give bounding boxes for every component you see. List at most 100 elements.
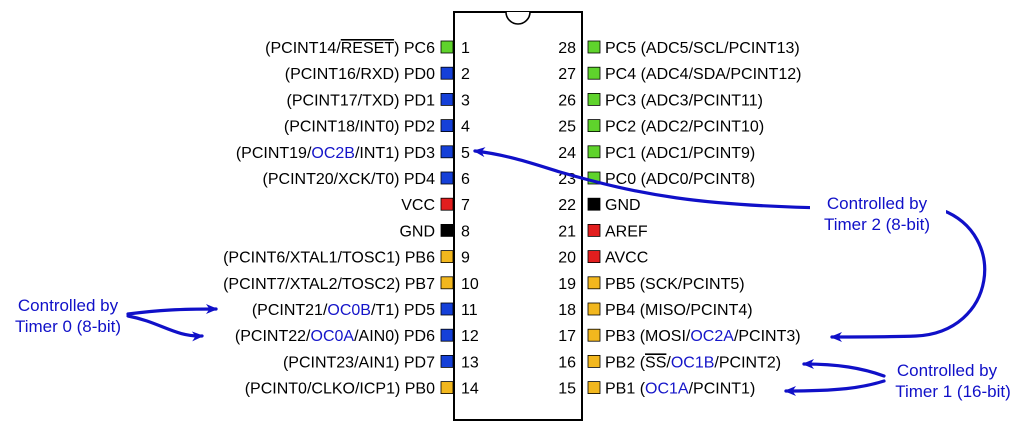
pin-2-pad [440,66,454,80]
pin-11-label: (PCINT21/OC0B/T1) PD5 [252,302,435,319]
pin-1-label: (PCINT14/RESET) PC6 [265,40,435,57]
pin-2-label-segment: (PCINT16/RXD) PD0 [285,66,435,83]
pin-16: 16 PB2 (SS/OC1B/PCINT2) [558,354,781,371]
pin-26: 26 PC3 (ADC3/PCINT11) [558,92,763,109]
pin-8-number: 8 [461,223,470,240]
left-pin-column: 1 (PCINT14/RESET) PC6 2 (PCINT16/RXD) PD0 3 (… [223,40,479,398]
pin-28: 28 PC5 (ADC5/SCL/PCINT13) [558,40,800,57]
pin-26-number: 26 [558,92,576,109]
pin-4-label: (PCINT18/INT0) PD2 [284,119,435,136]
pin-11-number: 11 [461,302,478,319]
pin-1-number: 1 [461,40,470,57]
timer2-label-line2: Timer 2 (8-bit) [824,215,930,234]
pin-8: 8 GND [399,223,470,240]
timer0-label-line1: Controlled by [18,296,119,315]
pin-15-pad [587,381,601,395]
pin-16-pad [587,354,601,368]
pin-20-pad [587,250,601,264]
arrow-timer0-oc0b [126,304,218,316]
pin-8-label: GND [399,223,435,240]
pin-4: 4 (PCINT18/INT0) PD2 [284,119,470,136]
timer1-label-line1: Controlled by [897,361,998,380]
pin-5-label-segment: /INT1) PD3 [355,145,435,162]
arrow-timer2-oc2b [473,147,834,210]
pin-8-label-segment: GND [399,223,435,240]
pin-9-number: 9 [461,250,470,267]
pin-19-pad [587,276,601,290]
pin-18-pad [587,302,601,316]
pin-27-pad [587,66,601,80]
pin-22-pad [587,197,601,211]
chip-body [453,11,583,421]
pin-23-label: PC0 (ADC0/PCINT8) [605,171,755,188]
pin-3-number: 3 [461,92,470,109]
pin-25-label-segment: PC2 (ADC2/PCINT10) [605,119,764,136]
pin-1-label-segment: (PCINT14/ [265,40,341,57]
pin-24: 24 PC1 (ADC1/PCINT9) [558,145,755,162]
pin-27-label: PC4 (ADC4/SDA/PCINT12) [605,66,802,83]
pin-7-label: VCC [401,197,435,214]
pin-1: 1 (PCINT14/RESET) PC6 [265,40,470,57]
pin-27-number: 27 [558,66,576,83]
pin-16-label-segment: PB2 ( [605,354,646,371]
pin-23-label-segment: PC0 (ADC0/PCINT8) [605,171,755,188]
pin-7: 7 VCC [401,197,470,214]
pin-20-label: AVCC [605,250,648,267]
pin-15-label: PB1 (OC1A/PCINT1) [605,381,755,398]
pin-22-label-segment: GND [605,197,641,214]
timer0-label-line2: Timer 0 (8-bit) [15,317,121,336]
pin-5-number: 5 [461,145,470,162]
pin-12-highlight-segment: OC0A [311,328,355,345]
pin-17-label-segment: /PCINT3) [734,328,801,345]
pin-19-label-segment: PB5 (SCK/PCINT5) [605,276,745,293]
pin-18-label: PB4 (MISO/PCINT4) [605,302,753,319]
timer2-label-background [810,193,946,237]
pin-9-pad [440,250,454,264]
pin-3: 3 (PCINT17/TXD) PD1 [287,92,470,109]
pin-8-pad [440,223,454,237]
pin-4-pad [440,119,454,132]
pin-24-label-segment: PC1 (ADC1/PCINT9) [605,145,755,162]
pin-9-label-segment: (PCINT6/XTAL1/TOSC1) PB6 [223,250,435,267]
pin-19: 19 PB5 (SCK/PCINT5) [558,276,744,293]
pin-7-number: 7 [461,197,470,214]
pin-12-label-segment: /AIN0) PD6 [354,328,435,345]
pin-6-pad [440,171,454,185]
chip-outline [453,11,583,421]
pin-3-pad [440,93,454,106]
pin-22: 22 GND [558,197,640,214]
pin-12-label: (PCINT22/OC0A/AIN0) PD6 [235,328,435,345]
pin-13-pad [440,354,454,368]
pin-18: 18 PB4 (MISO/PCINT4) [558,302,752,319]
timer2-label-line1: Controlled by [827,194,928,213]
arrow-timer0-oc0a [126,314,204,342]
pin-14-label-segment: (PCINT0/CLKO/ICP1) PB0 [245,381,435,398]
pin-18-number: 18 [558,302,576,319]
pin-16-label-segment: / [666,354,671,371]
pin-20: 20 AVCC [558,250,648,267]
pin-28-pad [587,40,601,54]
pin-3-label: (PCINT17/TXD) PD1 [287,92,436,109]
pin-12-label-segment: (PCINT22/ [235,328,311,345]
pin-14: 14 (PCINT0/CLKO/ICP1) PB0 [245,381,479,398]
pin-24-number: 24 [558,145,576,162]
pin-6: 6 (PCINT20/XCK/T0) PD4 [263,171,470,188]
pin-27-label-segment: PC4 (ADC4/SDA/PCINT12) [605,66,802,83]
pin-28-number: 28 [558,40,576,57]
pin-17-highlight-segment: OC2A [690,328,734,345]
pin-5-label: (PCINT19/OC2B/INT1) PD3 [236,145,435,162]
pin-5-pad [440,145,454,159]
pin-28-label-segment: PC5 (ADC5/SCL/PCINT13) [605,40,800,57]
pin-25: 25 PC2 (ADC2/PCINT10) [558,119,764,136]
pin-21-label-segment: AREF [605,223,648,240]
pin-5-label-segment: (PCINT19/ [236,145,312,162]
pin-13-number: 13 [461,354,479,371]
pin-22-number: 22 [558,197,576,214]
pin-10-pad [440,276,454,290]
pin-7-label-segment: VCC [401,197,435,214]
pin-10-label: (PCINT7/XTAL2/TOSC2) PB7 [223,276,435,293]
annotation-timer1: Controlled by Timer 1 (16-bit) [895,361,1011,401]
pin-21-label: AREF [605,223,648,240]
pin-21-pad [587,223,601,237]
